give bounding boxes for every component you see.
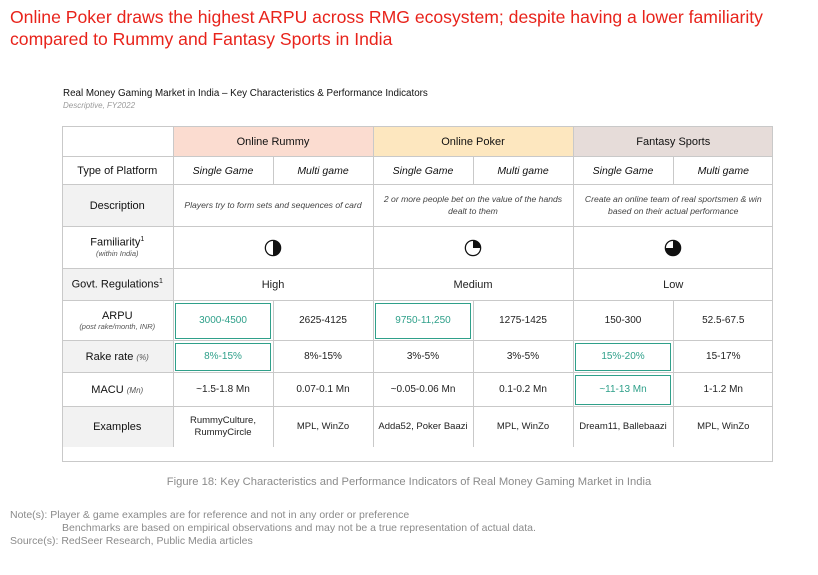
macu-label: MACU — [91, 383, 124, 396]
notes-block: Note(s): Player & game examples are for … — [10, 509, 536, 548]
arpu-cell: 1275-1425 — [472, 300, 573, 341]
description-cell: Players try to form sets and sequences o… — [172, 184, 373, 227]
macu-cell-highlight: ~11-13 Mn — [572, 372, 673, 407]
figure-caption: Figure 18: Key Characteristics and Perfo… — [166, 476, 652, 488]
regulation-cell: Medium — [372, 268, 573, 301]
macu-cell: ~0.05-0.06 Mn — [372, 372, 473, 407]
rake-label: Rake rate — [85, 350, 134, 363]
note-line: Note(s): Player & game examples are for … — [10, 509, 410, 521]
blank-corner — [62, 127, 173, 157]
group-header-rummy: Online Rummy — [172, 126, 373, 157]
group-header-row: Online Rummy Online Poker Fantasy Sports — [62, 126, 774, 157]
type-row: Type of Platform Single Game Multi game … — [62, 156, 774, 185]
arpu-cell-highlight: 3000-4500 — [172, 300, 273, 341]
macu-note: (Mn) — [126, 385, 144, 395]
examples-cell: MPL, WinZo — [272, 406, 373, 447]
description-row: Description Players try to form sets and… — [62, 184, 774, 227]
arpu-label: ARPU — [101, 309, 133, 322]
examples-cell: MPL, WinZo — [672, 406, 774, 447]
arpu-note: (post rake/month, INR) — [79, 321, 156, 331]
familiarity-row: Familiarity1 (within India) — [62, 226, 774, 269]
macu-cell: 0.1-0.2 Mn — [472, 372, 573, 407]
row-label-arpu: ARPU (post rake/month, INR) — [62, 300, 173, 341]
rake-cell: 8%-15% — [272, 340, 373, 373]
arpu-cell: 2625-4125 — [272, 300, 373, 341]
macu-cell: 0.07-0.1 Mn — [272, 372, 373, 407]
type-cell: Single Game — [172, 156, 273, 185]
rake-cell: 3%-5% — [372, 340, 473, 373]
regulation-cell: High — [172, 268, 373, 301]
table-title: Real Money Gaming Market in India – Key … — [63, 88, 428, 99]
row-label-rake: Rake rate (%) — [62, 340, 173, 373]
half-circle-icon — [264, 239, 282, 256]
type-cell: Multi game — [672, 156, 774, 185]
group-header-poker: Online Poker — [372, 126, 573, 157]
footnote-marker: 1 — [159, 278, 163, 286]
description-cell: 2 or more people bet on the value of the… — [372, 184, 573, 227]
row-label-description: Description — [62, 184, 173, 227]
examples-cell: RummyCulture, RummyCircle — [172, 406, 273, 447]
familiarity-label: Familiarity — [90, 236, 141, 249]
table-subtitle: Descriptive, FY2022 — [63, 101, 136, 110]
arpu-row: ARPU (post rake/month, INR) 3000-4500 26… — [62, 300, 774, 341]
rake-row: Rake rate (%) 8%-15% 8%-15% 3%-5% 3%-5% … — [62, 340, 774, 373]
examples-cell: MPL, WinZo — [472, 406, 573, 447]
footnote-marker: 1 — [140, 236, 145, 244]
source-line: Source(s): RedSeer Research, Public Medi… — [10, 535, 253, 547]
type-cell: Multi game — [272, 156, 373, 185]
row-label-examples: Examples — [62, 406, 173, 447]
familiarity-cell — [572, 226, 774, 269]
rake-note: (%) — [136, 352, 149, 362]
rake-cell-highlight: 8%-15% — [172, 340, 273, 373]
familiarity-cell — [372, 226, 573, 269]
arpu-cell-highlight: 9750-11,250 — [372, 300, 473, 341]
macu-cell: 1-1.2 Mn — [672, 372, 774, 407]
familiarity-cell — [172, 226, 373, 269]
arpu-cell: 150-300 — [572, 300, 673, 341]
macu-cell: ~1.5-1.8 Mn — [172, 372, 273, 407]
examples-row: Examples RummyCulture, RummyCircle MPL, … — [62, 406, 774, 447]
arpu-cell: 52.5-67.5 — [672, 300, 774, 341]
familiarity-note: (within India) — [95, 248, 139, 258]
examples-cell: Adda52, Poker Baazi — [372, 406, 473, 447]
three-quarter-circle-icon — [664, 239, 682, 256]
kpi-table: Online Rummy Online Poker Fantasy Sports… — [62, 126, 774, 447]
row-label-macu: MACU (Mn) — [62, 372, 173, 407]
type-cell: Single Game — [572, 156, 673, 185]
row-label-regulations: Govt. Regulations1 — [62, 268, 173, 301]
regulations-label: Govt. Regulations — [71, 278, 160, 291]
quarter-circle-icon — [464, 239, 482, 256]
macu-row: MACU (Mn) ~1.5-1.8 Mn 0.07-0.1 Mn ~0.05-… — [62, 372, 774, 407]
rake-cell-highlight: 15%-20% — [572, 340, 673, 373]
note-line: Benchmarks are based on empirical observ… — [62, 522, 536, 534]
type-cell: Single Game — [372, 156, 473, 185]
rake-cell: 15-17% — [672, 340, 774, 373]
rake-cell: 3%-5% — [472, 340, 573, 373]
headline: Online Poker draws the highest ARPU acro… — [10, 7, 763, 49]
regulation-cell: Low — [572, 268, 774, 301]
examples-cell: Dream11, Ballebaazi — [572, 406, 673, 447]
group-header-fantasy: Fantasy Sports — [572, 126, 774, 157]
row-label-type: Type of Platform — [62, 156, 173, 185]
description-cell: Create an online team of real sportsmen … — [572, 184, 774, 227]
row-label-familiarity: Familiarity1 (within India) — [62, 226, 173, 269]
regulations-row: Govt. Regulations1 High Medium Low — [62, 268, 774, 301]
type-cell: Multi game — [472, 156, 573, 185]
